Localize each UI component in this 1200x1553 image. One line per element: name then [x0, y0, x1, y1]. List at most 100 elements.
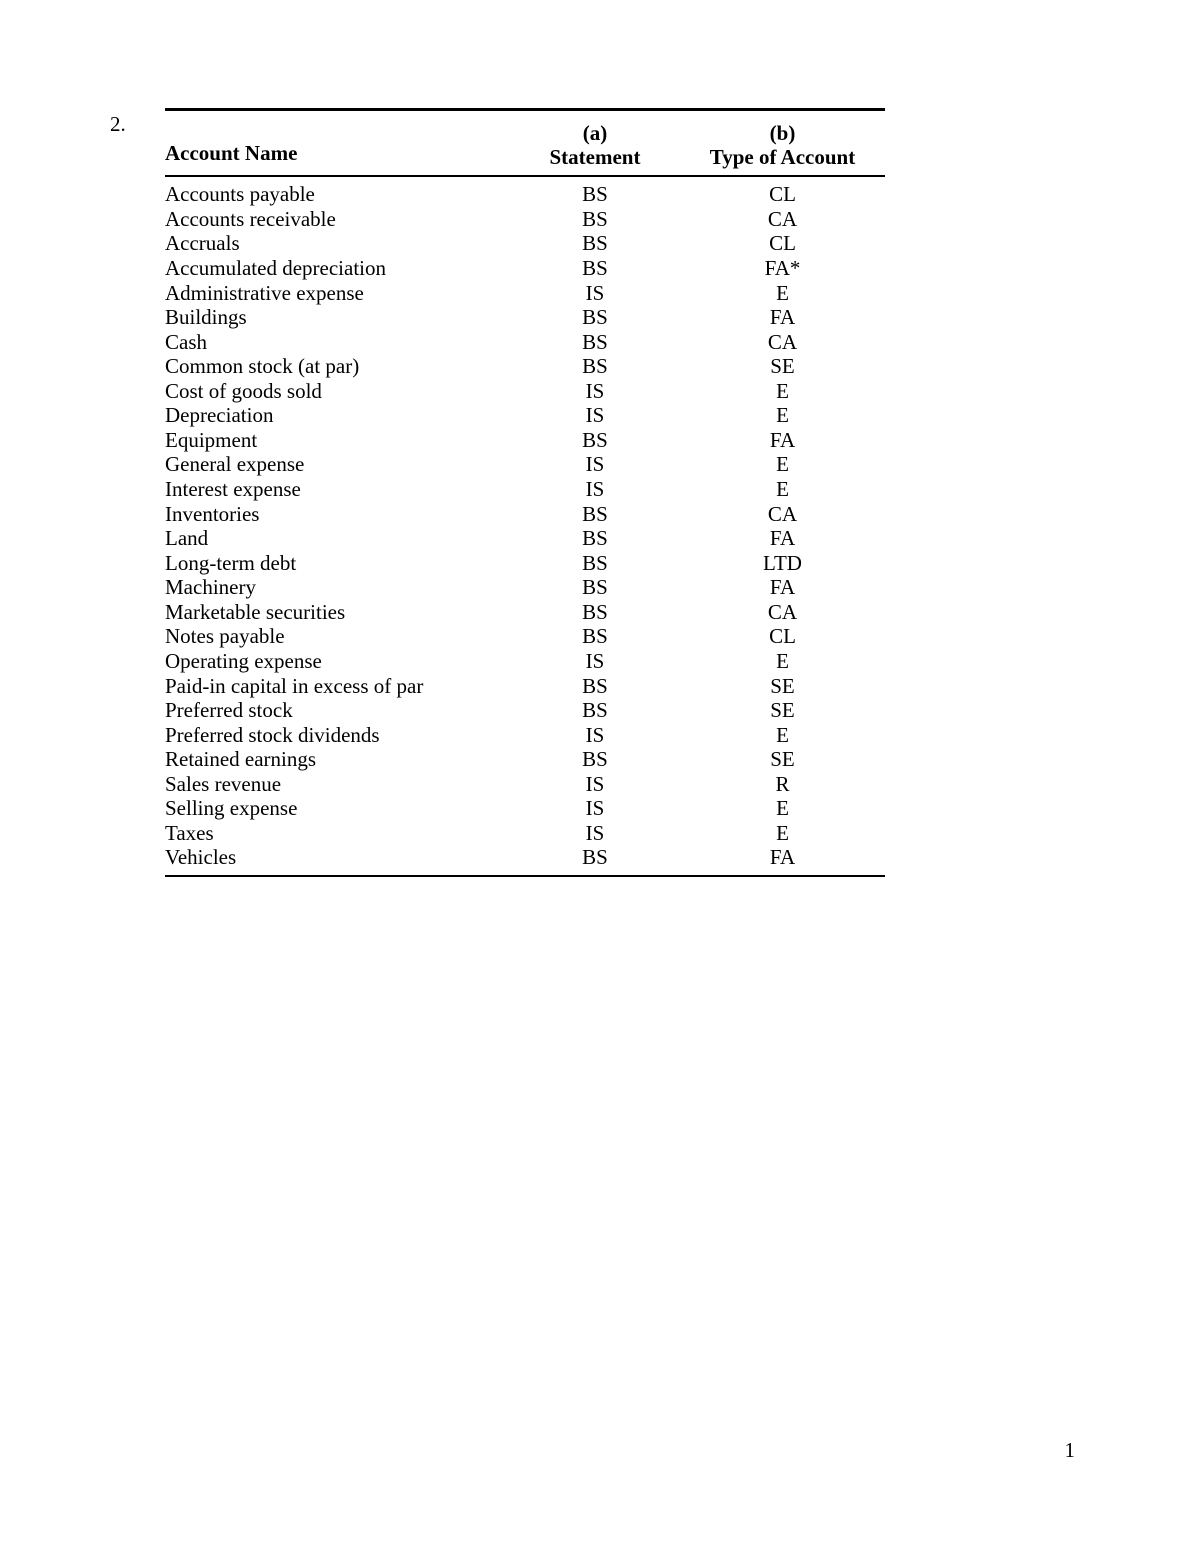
cell-statement: BS [510, 845, 680, 870]
table-row: VehiclesBSFA [165, 845, 885, 870]
table-row: Interest expenseISE [165, 477, 885, 502]
cell-account-name: Land [165, 526, 510, 551]
cell-account-name: Vehicles [165, 845, 510, 870]
cell-statement: BS [510, 624, 680, 649]
cell-account-name: Marketable securities [165, 600, 510, 625]
cell-account-name: Sales revenue [165, 772, 510, 797]
table-row: Preferred stock dividendsISE [165, 723, 885, 748]
table-row: Administrative expenseISE [165, 281, 885, 306]
cell-type-of-account: E [680, 796, 885, 821]
header-b-bottom: Type of Account [680, 145, 885, 169]
cell-account-name: Accounts payable [165, 182, 510, 207]
cell-statement: BS [510, 330, 680, 355]
cell-account-name: Cost of goods sold [165, 379, 510, 404]
cell-statement: IS [510, 723, 680, 748]
cell-type-of-account: FA [680, 845, 885, 870]
cell-statement: IS [510, 821, 680, 846]
cell-type-of-account: E [680, 649, 885, 674]
table-body: Accounts payableBSCLAccounts receivableB… [165, 177, 885, 875]
cell-account-name: Interest expense [165, 477, 510, 502]
cell-type-of-account: CA [680, 330, 885, 355]
cell-type-of-account: LTD [680, 551, 885, 576]
cell-statement: IS [510, 772, 680, 797]
cell-type-of-account: CL [680, 182, 885, 207]
header-a-bottom: Statement [510, 145, 680, 169]
cell-type-of-account: FA [680, 575, 885, 600]
cell-statement: BS [510, 698, 680, 723]
cell-statement: IS [510, 477, 680, 502]
cell-type-of-account: FA [680, 305, 885, 330]
cell-type-of-account: E [680, 821, 885, 846]
cell-statement: BS [510, 305, 680, 330]
cell-statement: IS [510, 379, 680, 404]
table-row: Paid-in capital in excess of parBSSE [165, 674, 885, 699]
table-row: Selling expenseISE [165, 796, 885, 821]
table-row: Common stock (at par)BSSE [165, 354, 885, 379]
table-row: General expenseISE [165, 452, 885, 477]
table-row: Cost of goods soldISE [165, 379, 885, 404]
cell-account-name: Administrative expense [165, 281, 510, 306]
table-row: Accumulated depreciationBSFA* [165, 256, 885, 281]
cell-statement: IS [510, 452, 680, 477]
cell-statement: BS [510, 747, 680, 772]
cell-account-name: Long-term debt [165, 551, 510, 576]
table-row: BuildingsBSFA [165, 305, 885, 330]
cell-account-name: Accumulated depreciation [165, 256, 510, 281]
cell-account-name: Notes payable [165, 624, 510, 649]
cell-statement: IS [510, 281, 680, 306]
cell-account-name: Common stock (at par) [165, 354, 510, 379]
table-row: Operating expenseISE [165, 649, 885, 674]
table-row: Notes payableBSCL [165, 624, 885, 649]
cell-account-name: Paid-in capital in excess of par [165, 674, 510, 699]
table-row: Retained earningsBSSE [165, 747, 885, 772]
accounts-table: Account Name (a) Statement (b) Type of A… [165, 108, 885, 877]
cell-type-of-account: E [680, 403, 885, 428]
header-account-name: Account Name [165, 121, 510, 169]
cell-statement: IS [510, 649, 680, 674]
table-row: DepreciationISE [165, 403, 885, 428]
cell-account-name: Selling expense [165, 796, 510, 821]
table-row: Marketable securitiesBSCA [165, 600, 885, 625]
header-type-of-account: (b) Type of Account [680, 121, 885, 169]
cell-type-of-account: CA [680, 600, 885, 625]
header-b-top: (b) [680, 121, 885, 145]
cell-account-name: Accounts receivable [165, 207, 510, 232]
table-row: AccrualsBSCL [165, 231, 885, 256]
header-a-top: (a) [510, 121, 680, 145]
table-row: Long-term debtBSLTD [165, 551, 885, 576]
cell-type-of-account: CA [680, 207, 885, 232]
cell-type-of-account: FA [680, 428, 885, 453]
cell-statement: BS [510, 526, 680, 551]
cell-type-of-account: CL [680, 624, 885, 649]
cell-type-of-account: E [680, 452, 885, 477]
cell-type-of-account: E [680, 723, 885, 748]
table-row: Sales revenueISR [165, 772, 885, 797]
cell-type-of-account: SE [680, 674, 885, 699]
table-header: Account Name (a) Statement (b) Type of A… [165, 111, 885, 177]
page-number: 1 [1065, 1438, 1076, 1463]
cell-type-of-account: FA [680, 526, 885, 551]
table-row: MachineryBSFA [165, 575, 885, 600]
cell-statement: BS [510, 551, 680, 576]
cell-account-name: Inventories [165, 502, 510, 527]
cell-statement: BS [510, 182, 680, 207]
cell-statement: BS [510, 256, 680, 281]
cell-type-of-account: SE [680, 747, 885, 772]
cell-statement: IS [510, 403, 680, 428]
page-container: 2. Account Name (a) Statement (b) Type o… [0, 0, 1200, 877]
cell-statement: BS [510, 354, 680, 379]
cell-account-name: Accruals [165, 231, 510, 256]
cell-account-name: Equipment [165, 428, 510, 453]
cell-account-name: Machinery [165, 575, 510, 600]
cell-type-of-account: CL [680, 231, 885, 256]
cell-type-of-account: E [680, 477, 885, 502]
cell-statement: BS [510, 600, 680, 625]
cell-type-of-account: CA [680, 502, 885, 527]
cell-account-name: Preferred stock [165, 698, 510, 723]
cell-type-of-account: E [680, 281, 885, 306]
cell-account-name: Buildings [165, 305, 510, 330]
cell-statement: BS [510, 575, 680, 600]
cell-type-of-account: SE [680, 354, 885, 379]
cell-type-of-account: R [680, 772, 885, 797]
cell-account-name: Retained earnings [165, 747, 510, 772]
